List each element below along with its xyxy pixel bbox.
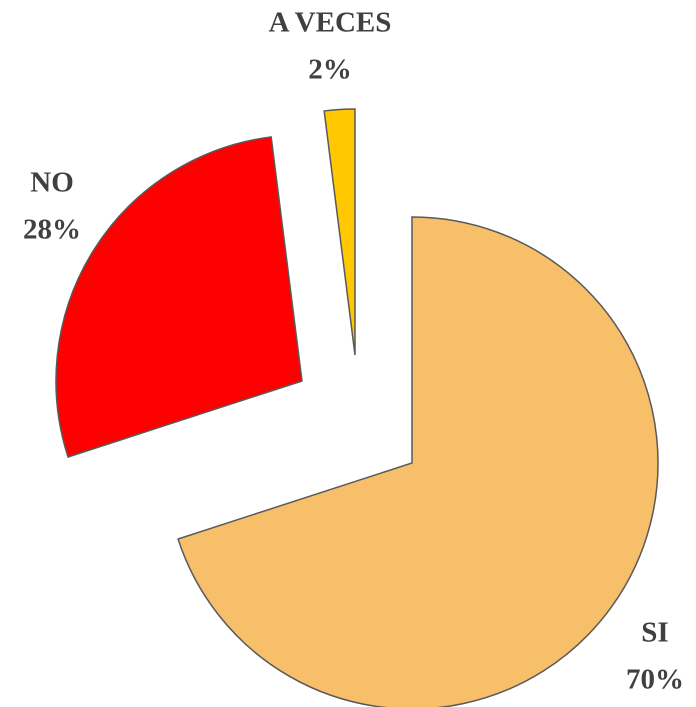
pie-slice <box>177 216 659 707</box>
category-label: A VECES <box>269 7 392 39</box>
value-label: 2% <box>308 54 352 86</box>
value-label: 28% <box>23 214 81 246</box>
pie-slice <box>323 108 356 356</box>
category-label: SI <box>641 617 668 649</box>
category-label: NO <box>30 167 74 199</box>
value-label: 70% <box>626 664 684 696</box>
pie-slice <box>55 136 303 458</box>
